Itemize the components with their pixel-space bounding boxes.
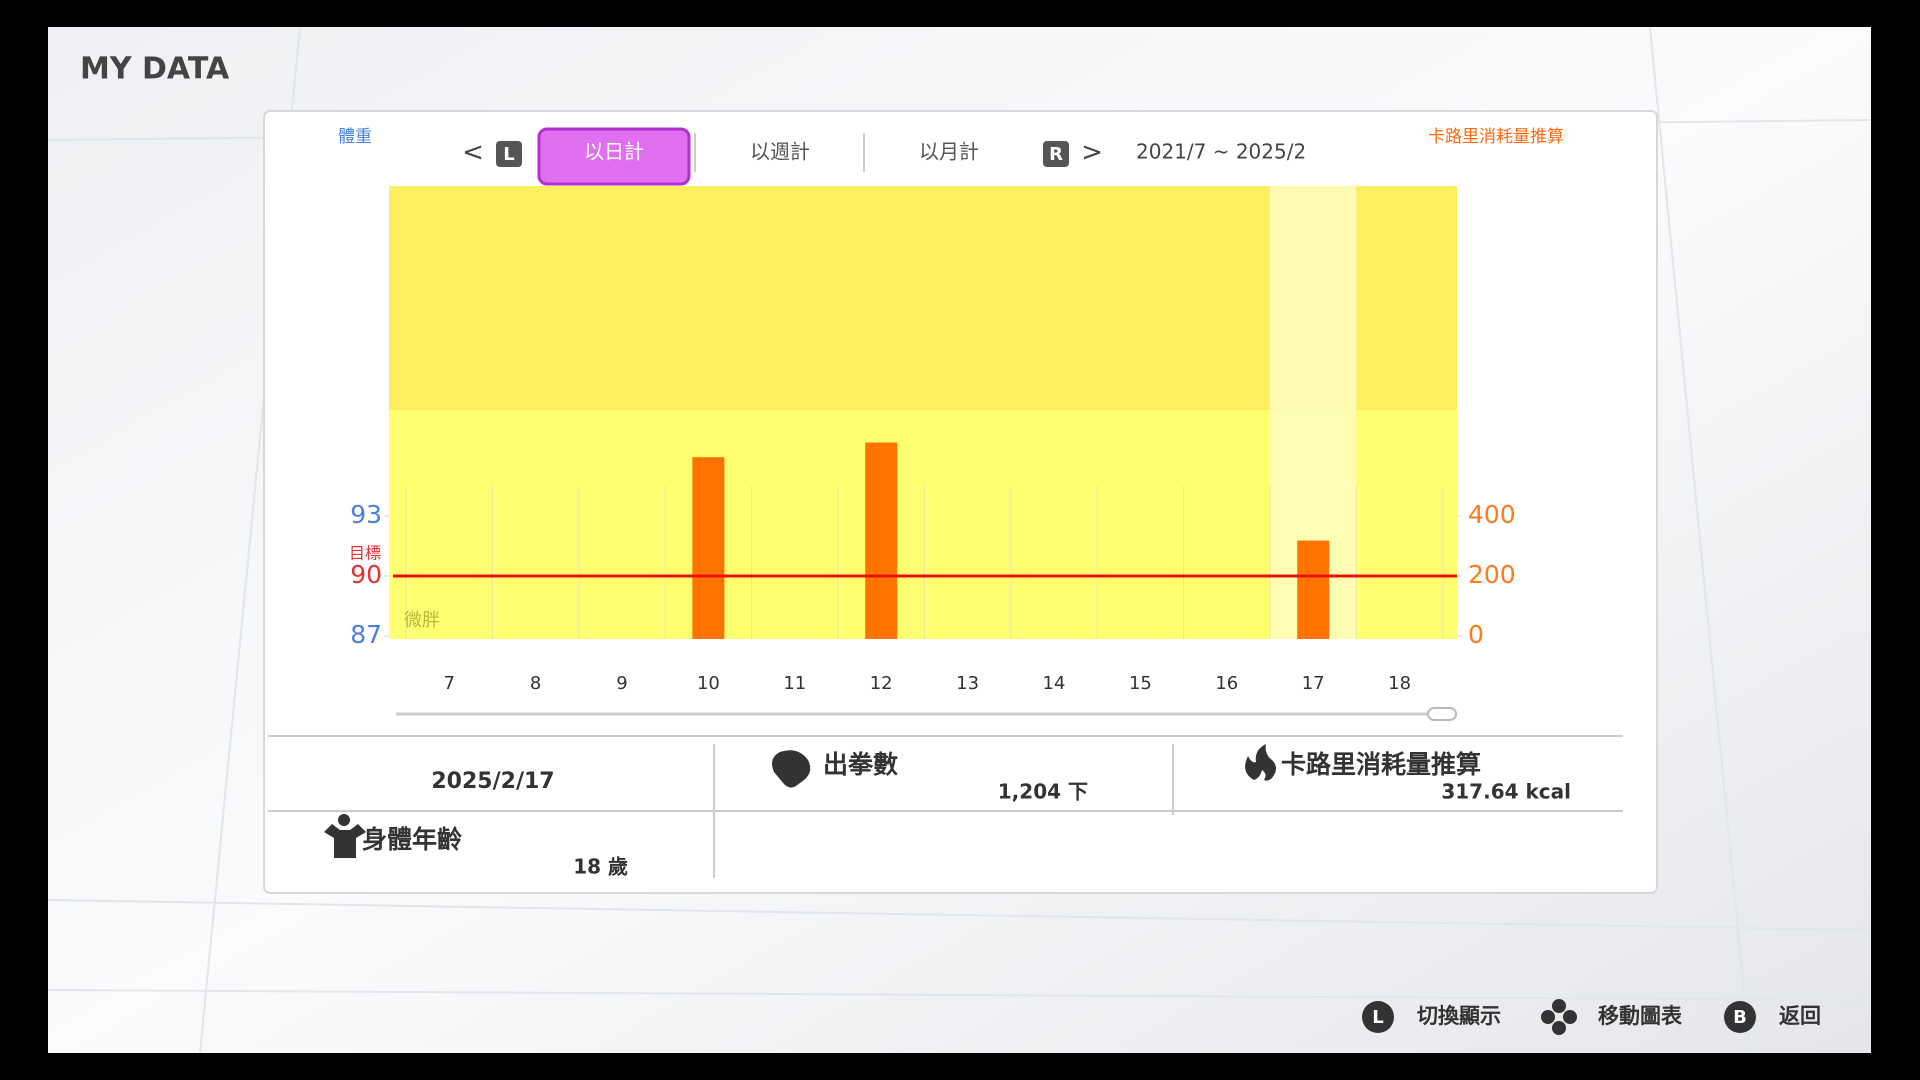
page-title: MY DATA — [80, 52, 230, 87]
r-button-box — [1043, 141, 1069, 167]
x-tick-label: 9 — [616, 673, 627, 694]
dpad-icon — [1552, 999, 1566, 1013]
y-axis-title: 體重 — [338, 127, 372, 147]
l-button-label: L — [503, 144, 514, 165]
x-tick-label: 11 — [783, 673, 806, 694]
glove-icon — [772, 750, 811, 788]
x-tick-label: 15 — [1129, 673, 1152, 694]
summary-date: 2025/2/17 — [431, 769, 554, 794]
scroll-thumb — [1427, 707, 1457, 721]
toggle-label[interactable]: 切換顯示 — [1417, 1004, 1501, 1028]
y-tick-label: 87 — [350, 620, 382, 649]
move-label[interactable]: 移動圖表 — [1598, 1004, 1683, 1028]
y2-tick-label: 400 — [1468, 500, 1516, 529]
tab-active[interactable] — [537, 127, 691, 186]
y2-tick-label: 200 — [1468, 560, 1516, 589]
body-age-value: 18 歲 — [573, 855, 628, 879]
b-button-icon — [1724, 1001, 1756, 1033]
zone-label: 微胖 — [404, 610, 440, 631]
calories-label: 卡路里消耗量推算 — [1281, 750, 1481, 779]
x-tick-label: 17 — [1302, 673, 1325, 694]
y2-tick-label: 0 — [1468, 620, 1484, 649]
y2-axis-title: 卡路里消耗量推算 — [1428, 127, 1564, 147]
x-tick-label: 18 — [1388, 673, 1411, 694]
body-age-label: 身體年齡 — [362, 825, 462, 854]
bar — [1297, 540, 1330, 639]
tab[interactable]: 以週計 — [750, 140, 810, 164]
dpad-icon — [1563, 1010, 1577, 1024]
r-button-label: R — [1049, 144, 1063, 165]
l-button-box — [496, 141, 522, 167]
bar — [692, 457, 725, 639]
calories-value: 317.64 kcal — [1441, 780, 1571, 804]
x-tick-label: 13 — [956, 673, 979, 694]
bar — [865, 442, 898, 639]
tab[interactable]: 以月計 — [919, 140, 979, 164]
x-tick-label: 16 — [1215, 673, 1238, 694]
x-tick-label: 14 — [1043, 673, 1066, 694]
next-arrow: > — [1081, 138, 1103, 168]
x-tick-label: 8 — [530, 673, 541, 694]
dpad-icon — [1541, 1010, 1555, 1024]
x-tick-label: 10 — [697, 673, 720, 694]
x-tick-label: 12 — [870, 673, 893, 694]
date-range: 2021/7 ~ 2025/2 — [1136, 140, 1306, 164]
punches-value: 1,204 下 — [998, 780, 1088, 804]
toggle-button: L — [1372, 1007, 1383, 1028]
back-button: B — [1733, 1007, 1747, 1028]
punches-label: 出拳數 — [823, 750, 898, 779]
flame-icon — [1245, 744, 1276, 781]
back-label[interactable]: 返回 — [1779, 1004, 1821, 1028]
x-tick-label: 7 — [443, 673, 454, 694]
l-stick-icon — [1362, 1001, 1394, 1033]
y-tick-label: 93 — [350, 500, 382, 529]
target-label: 目標 — [349, 544, 381, 563]
body-icon — [324, 814, 366, 858]
y-tick-label: 90 — [350, 560, 382, 589]
tab[interactable]: 以日計 — [584, 140, 644, 164]
dpad-icon — [1552, 1021, 1566, 1035]
prev-arrow: < — [462, 138, 484, 168]
